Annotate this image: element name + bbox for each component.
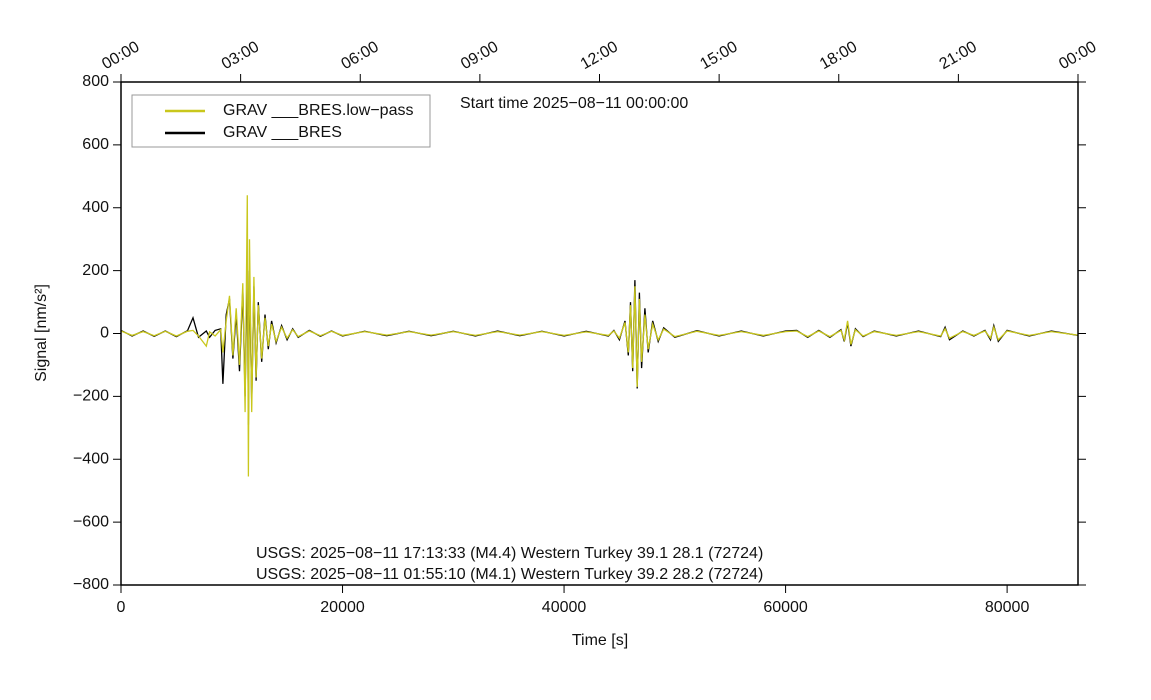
x2-tick-label: 00:00 bbox=[1056, 38, 1099, 73]
x2-tick-label: 12:00 bbox=[578, 38, 621, 73]
chart-title: Start time 2025−08−11 00:00:00 bbox=[460, 95, 688, 112]
signal-line bbox=[120, 258, 1079, 425]
y-tick-label: −800 bbox=[73, 576, 109, 593]
x-tick-label: 40000 bbox=[542, 599, 587, 616]
y-tick-label: 600 bbox=[82, 136, 109, 153]
x2-tick-label: 03:00 bbox=[219, 38, 262, 73]
y-axis-label: Signal [nm/s²] bbox=[33, 284, 50, 382]
x-tick-label: 20000 bbox=[320, 599, 365, 616]
y-tick-label: 400 bbox=[82, 199, 109, 216]
legend-label: GRAV ___BRES bbox=[223, 124, 342, 141]
x2-tick-label: 18:00 bbox=[817, 38, 860, 73]
x-tick-label: 60000 bbox=[763, 599, 808, 616]
x-tick-label: 0 bbox=[117, 599, 126, 616]
plot-area bbox=[120, 195, 1079, 477]
legend-label: GRAV ___BRES.low−pass bbox=[223, 102, 413, 119]
y-tick-label: −400 bbox=[73, 450, 109, 467]
x-tick-label: 80000 bbox=[985, 599, 1030, 616]
y-tick-label: 800 bbox=[82, 73, 109, 90]
x2-tick-label: 06:00 bbox=[339, 38, 382, 73]
y-tick-label: −200 bbox=[73, 388, 109, 405]
x2-tick-label: 00:00 bbox=[99, 38, 142, 73]
legend-box bbox=[131, 94, 431, 148]
y-tick-label: 0 bbox=[100, 325, 109, 342]
x2-tick-label: 21:00 bbox=[937, 38, 980, 73]
y-tick-label: −600 bbox=[73, 513, 109, 530]
signal-line bbox=[120, 195, 1079, 477]
y-tick-label: 200 bbox=[82, 262, 109, 279]
x2-tick-label: 15:00 bbox=[697, 38, 740, 73]
annotation: USGS: 2025−08−11 17:13:33 (M4.4) Western… bbox=[256, 545, 763, 562]
annotation: USGS: 2025−08−11 01:55:10 (M4.1) Western… bbox=[256, 566, 763, 583]
x2-tick-label: 09:00 bbox=[458, 38, 501, 73]
x-axis-label: Time [s] bbox=[572, 632, 628, 649]
